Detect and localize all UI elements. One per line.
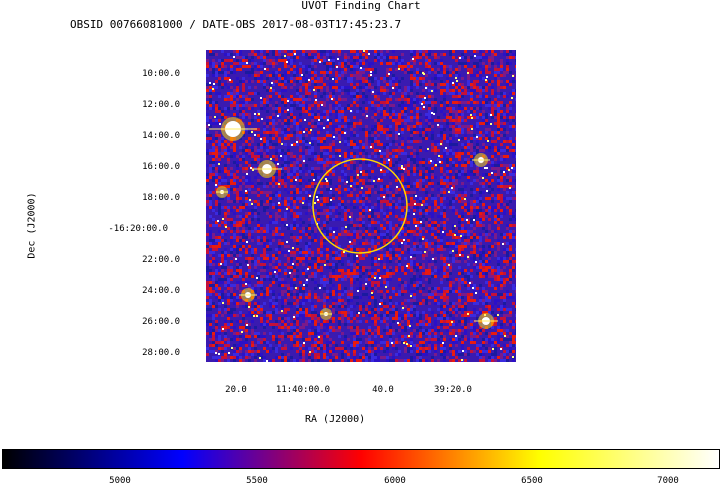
y-tick-label: -16:20:00.0 bbox=[108, 224, 168, 234]
colorbar bbox=[2, 449, 720, 469]
colorbar-tick-label: 5000 bbox=[109, 476, 131, 486]
y-tick-label: 10:00.0 bbox=[142, 69, 180, 79]
source-region-circle bbox=[312, 158, 408, 254]
y-tick-label: 16:00.0 bbox=[142, 162, 180, 172]
y-tick-label: 24:00.0 bbox=[142, 286, 180, 296]
sky-image[interactable] bbox=[206, 50, 516, 362]
x-axis-label: RA (J2000) bbox=[305, 414, 366, 425]
y-tick-label: 12:00.0 bbox=[142, 100, 180, 110]
y-tick-label: 26:00.0 bbox=[142, 317, 180, 327]
colorbar-tick-label: 7000 bbox=[657, 476, 679, 486]
chart-subtitle: OBSID 00766081000 / DATE-OBS 2017-08-03T… bbox=[70, 18, 402, 31]
colorbar-tick-label: 6500 bbox=[521, 476, 543, 486]
x-tick-label: 20.0 bbox=[225, 385, 247, 395]
noise-layer bbox=[206, 50, 516, 362]
colorbar-gradient bbox=[3, 450, 719, 468]
x-tick-label: 40.0 bbox=[372, 385, 394, 395]
y-tick-label: 14:00.0 bbox=[142, 131, 180, 141]
stars-layer bbox=[208, 50, 514, 362]
colorbar-tick-label: 6000 bbox=[384, 476, 406, 486]
y-tick-label: 18:00.0 bbox=[142, 193, 180, 203]
y-axis-label: Dec (J2000) bbox=[26, 192, 38, 259]
y-tick-label: 22:00.0 bbox=[142, 255, 180, 265]
colorbar-tick-label: 5500 bbox=[246, 476, 268, 486]
y-tick-label: 28:00.0 bbox=[142, 348, 180, 358]
x-tick-label: 11:40:00.0 bbox=[275, 385, 331, 395]
chart-title: UVOT Finding Chart bbox=[301, 0, 421, 12]
x-tick-label: 39:20.0 bbox=[434, 385, 472, 395]
